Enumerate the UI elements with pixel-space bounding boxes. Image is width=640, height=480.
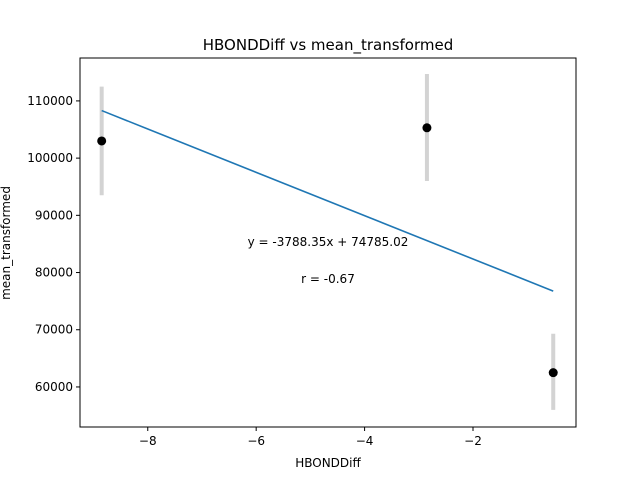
x-tick-label: −8: [139, 434, 157, 448]
plot-marks: [97, 74, 558, 410]
data-point-0: [97, 136, 107, 146]
y-tick-label: 80000: [35, 266, 73, 280]
x-tick-label: −2: [464, 434, 482, 448]
x-tick-label: −6: [247, 434, 265, 448]
data-point-1: [422, 123, 432, 133]
chart-title: HBONDDiff vs mean_transformed: [203, 36, 454, 55]
x-axis-label: HBONDDiff: [295, 456, 361, 470]
y-axis-label: mean_transformed: [0, 186, 13, 300]
fit-line: [101, 109, 554, 292]
x-axis-ticks: −8 −6 −4 −2: [139, 427, 482, 448]
equation-annotation: y = -3788.35x + 74785.02: [248, 235, 409, 249]
y-tick-label: 90000: [35, 208, 73, 222]
y-tick-label: 100000: [27, 151, 73, 165]
plot-frame: [79, 57, 577, 428]
r-value-annotation: r = -0.67: [301, 272, 355, 286]
y-tick-label: 70000: [35, 323, 73, 337]
y-tick-label: 60000: [35, 380, 73, 394]
y-axis-ticks: 60000 70000 80000 90000 100000 110000: [27, 94, 80, 394]
y-tick-label: 110000: [27, 94, 73, 108]
x-tick-label: −4: [356, 434, 374, 448]
data-point-2: [548, 368, 558, 378]
